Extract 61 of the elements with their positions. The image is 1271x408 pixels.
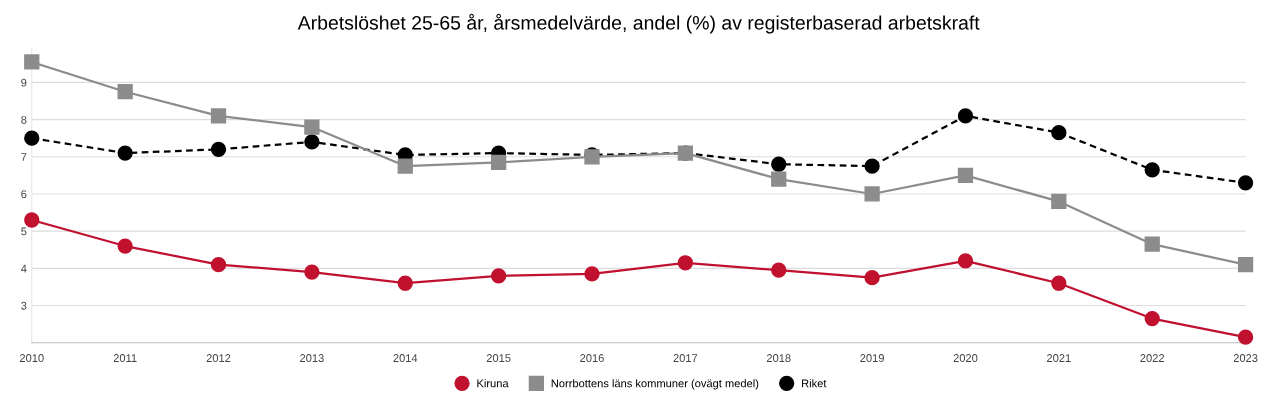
legend-label: Kiruna <box>477 379 509 388</box>
point <box>771 262 787 278</box>
point <box>1051 275 1067 291</box>
point <box>957 253 974 269</box>
point <box>210 256 227 273</box>
x-tick-label: 2021 <box>1047 354 1071 362</box>
point <box>1144 236 1160 252</box>
point <box>957 167 974 184</box>
point <box>117 238 133 254</box>
y-tick-label: 7 <box>21 153 27 161</box>
point <box>1237 175 1254 191</box>
point <box>397 275 413 291</box>
point <box>1051 124 1067 141</box>
x-tick-label: 2020 <box>953 354 978 362</box>
point <box>210 108 227 124</box>
point <box>304 119 320 135</box>
y-tick-label: 9 <box>21 78 27 87</box>
point <box>677 255 694 271</box>
x-tick-label: 2012 <box>206 354 231 362</box>
point <box>397 158 413 174</box>
x-tick-label: 2010 <box>19 354 44 362</box>
y-tick-label: 6 <box>21 190 27 199</box>
point <box>1237 329 1254 345</box>
point <box>771 171 787 187</box>
point <box>490 268 507 284</box>
x-tick-label: 2011 <box>113 354 137 362</box>
point <box>864 158 880 174</box>
x-tick-label: 2015 <box>486 354 511 362</box>
x-tick-label: 2018 <box>766 354 791 362</box>
point <box>584 266 600 282</box>
point <box>1144 310 1160 327</box>
point <box>117 84 133 100</box>
point <box>1051 193 1067 210</box>
point <box>24 54 40 70</box>
point <box>304 134 320 150</box>
x-tick-label: 2016 <box>580 354 604 362</box>
chart-title: Arbetslöshet 25-65 år, årsmedelvärde, andel (%) av registerbaserad arbetskraft <box>297 13 980 34</box>
y-tick-label: 3 <box>21 301 27 310</box>
point <box>1144 162 1160 178</box>
x-tick-label: 2023 <box>1233 354 1258 362</box>
y-tick-label: 8 <box>21 115 27 124</box>
point <box>24 212 40 228</box>
point <box>771 156 787 172</box>
point <box>864 270 880 286</box>
x-tick-label: 2013 <box>300 354 324 362</box>
point <box>304 264 320 280</box>
x-tick-label: 2014 <box>393 354 418 362</box>
y-tick-label: 4 <box>20 264 27 273</box>
point <box>24 130 40 146</box>
point <box>210 141 227 157</box>
point <box>864 186 880 202</box>
legend-label: Riket <box>802 379 827 388</box>
point <box>1237 256 1254 273</box>
x-tick-label: 2022 <box>1140 354 1165 362</box>
point <box>117 145 133 161</box>
legend-label: Norrbottens läns kommuner (ovägt medel) <box>551 379 759 390</box>
point <box>490 154 507 171</box>
x-tick-label: 2019 <box>860 354 884 362</box>
y-tick-label: 5 <box>21 227 27 236</box>
point <box>957 108 974 124</box>
x-tick-label: 2017 <box>673 354 698 362</box>
